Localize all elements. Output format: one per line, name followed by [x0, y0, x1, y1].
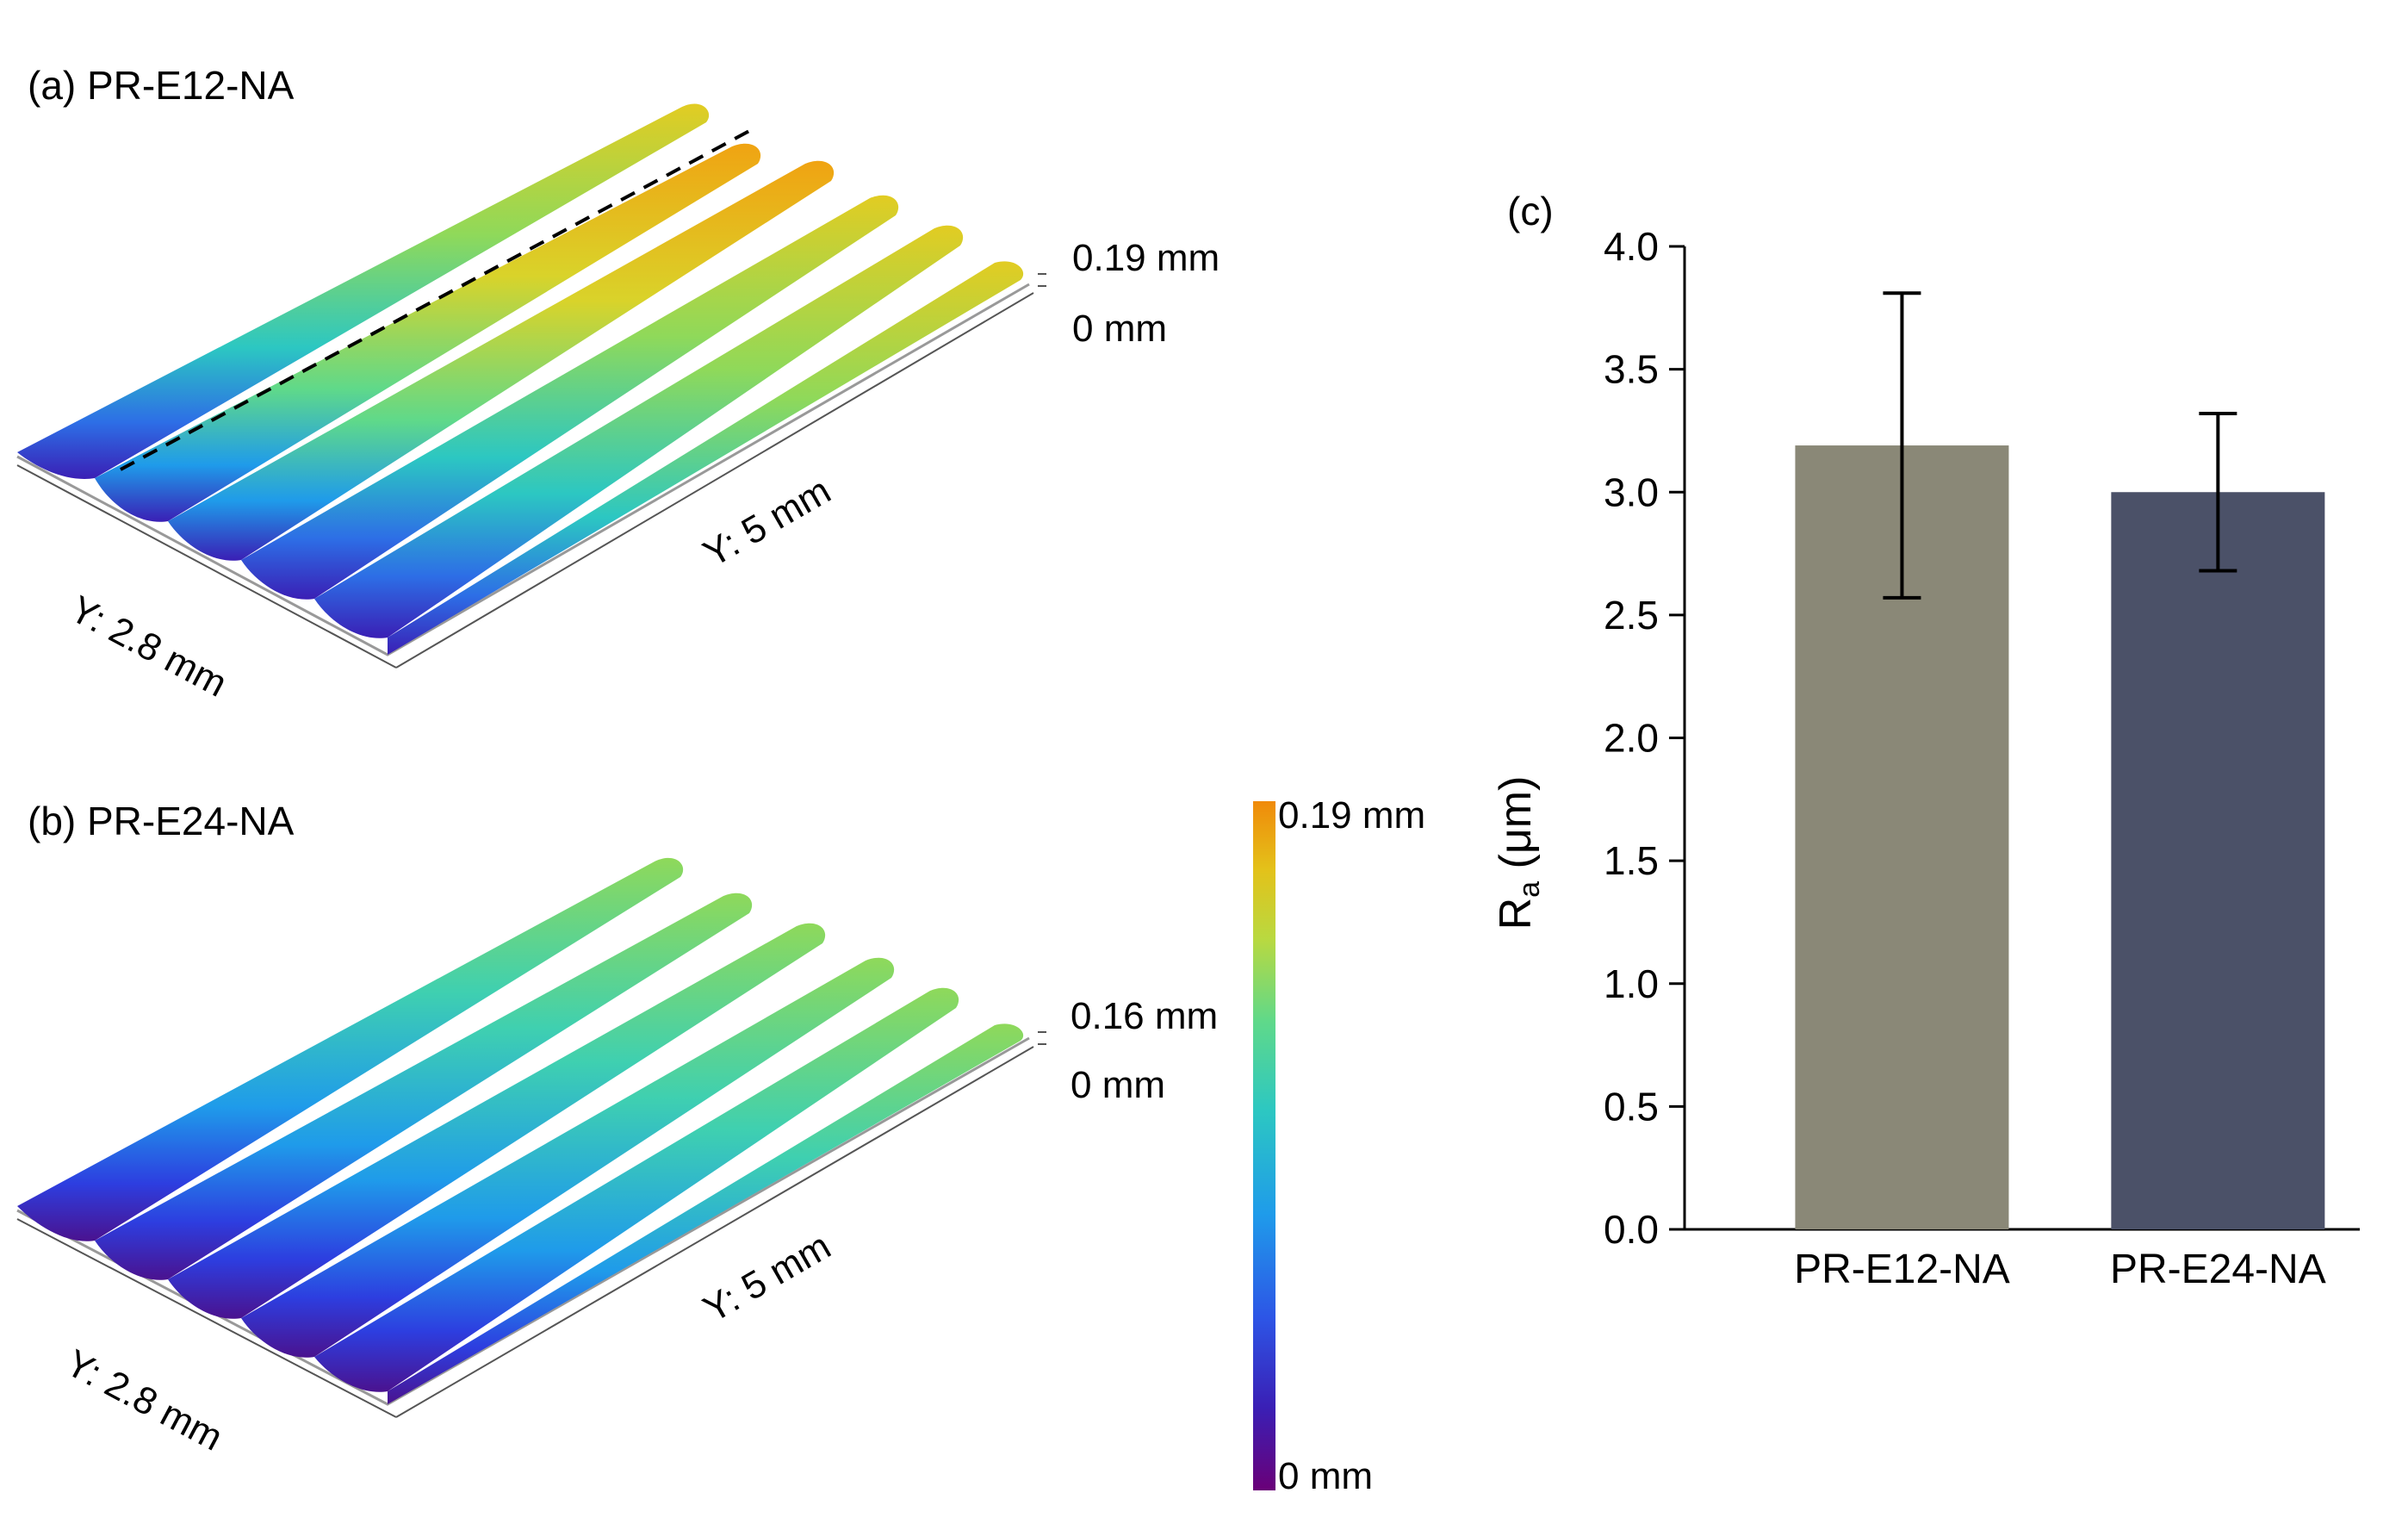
- panel-b-title: (b) PR-E24-NA: [28, 799, 295, 843]
- panel-b-z-top-label: 0.16 mm: [1071, 995, 1219, 1037]
- y-tick-label: 3.0: [1604, 470, 1659, 514]
- y-tick-label: 2.5: [1604, 593, 1659, 638]
- panel-a-surface: [16, 103, 1046, 669]
- y-tick-label: 4.0: [1604, 224, 1659, 269]
- y-tick-label: 1.5: [1604, 838, 1659, 883]
- panel-a-title: (a) PR-E12-NA: [28, 63, 295, 108]
- panel-b-surface: [16, 857, 1046, 1418]
- bar-chart: 0.0 0.5 1.0 1.5 2.0 2.5 3.0 3.5 4.0 PR-E12-NA PR-…: [1604, 224, 2360, 1292]
- y-tick-label: 0.5: [1604, 1084, 1659, 1129]
- y-axis-title-main: R: [1491, 897, 1541, 930]
- y-axis-title-subscript: a: [1513, 880, 1546, 898]
- y-axis-title: Ra (μm): [1490, 775, 1546, 930]
- x-category-label: PR-E12-NA: [1794, 1247, 2010, 1292]
- colorbar-min-label: 0 mm: [1278, 1455, 1373, 1497]
- y-axis-title-unit: (μm): [1491, 775, 1541, 881]
- colorbar-max-label: 0.19 mm: [1278, 794, 1426, 837]
- panel-c-label: (c): [1507, 189, 1554, 233]
- panel-a-z-top-label: 0.19 mm: [1072, 237, 1220, 279]
- bar: [2111, 492, 2325, 1229]
- y-tick-label: 0.0: [1604, 1207, 1659, 1252]
- y-tick-label: 2.0: [1604, 716, 1659, 761]
- panel-b-z-bottom-label: 0 mm: [1071, 1064, 1165, 1106]
- y-tick-label: 3.5: [1604, 347, 1659, 392]
- x-category-label: PR-E24-NA: [2110, 1247, 2326, 1292]
- colorbar: [1253, 801, 1275, 1490]
- y-tick-label: 1.0: [1604, 961, 1659, 1006]
- panel-a-z-bottom-label: 0 mm: [1072, 308, 1167, 350]
